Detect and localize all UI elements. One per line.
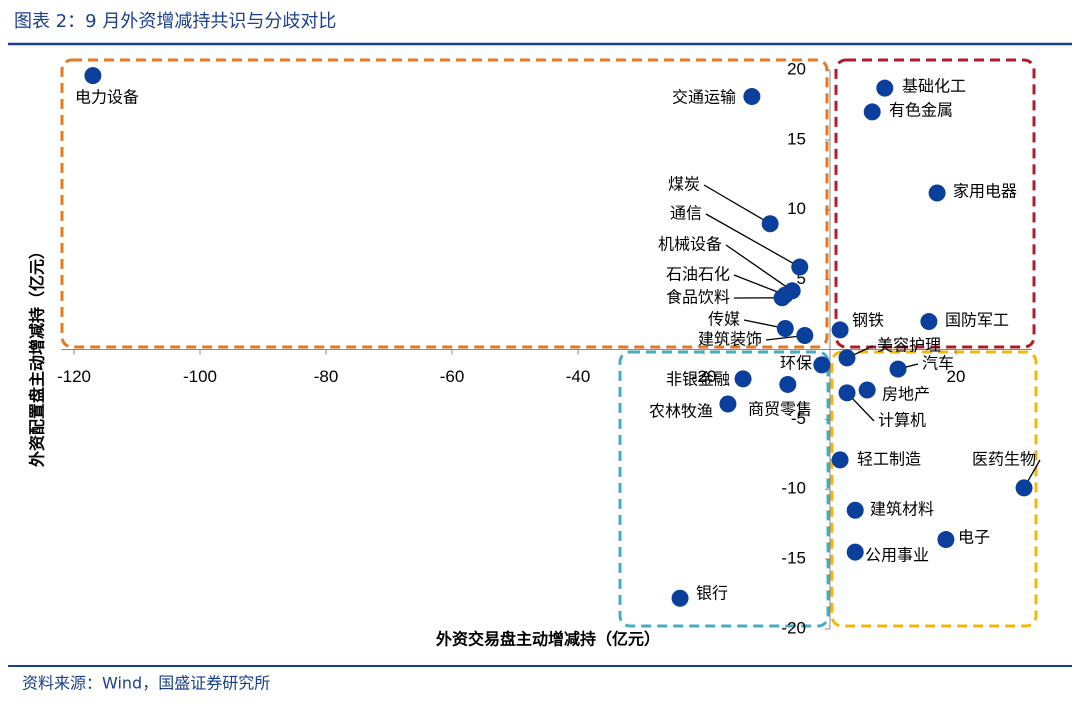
- point-label: 国防军工: [945, 311, 1009, 330]
- point: [937, 531, 955, 549]
- zone-box: [834, 58, 1036, 349]
- zone-box: [830, 350, 1038, 628]
- point-label: 汽车: [922, 354, 954, 373]
- point: [928, 184, 946, 202]
- point: [1015, 479, 1033, 497]
- point: [831, 321, 849, 339]
- point: [761, 215, 779, 233]
- point: [84, 67, 102, 85]
- point-label: 轻工制造: [857, 450, 921, 469]
- point-label: 机械设备: [658, 235, 722, 254]
- point: [889, 360, 907, 378]
- point: [791, 258, 809, 276]
- point-label: 基础化工: [902, 77, 966, 96]
- y-tick-label: 20: [787, 59, 806, 78]
- point-label: 通信: [670, 204, 702, 223]
- point: [846, 501, 864, 519]
- x-tick-label: 20: [947, 367, 966, 386]
- point-label: 环保: [780, 354, 812, 373]
- point-label: 食品饮料: [666, 288, 730, 307]
- y-tick-label: -10: [781, 479, 806, 498]
- x-tick-label: -60: [440, 367, 465, 386]
- point: [796, 327, 814, 345]
- y-axis-label: 外资配置盘主动增减持（亿元）: [28, 243, 47, 468]
- y-tick-label: -15: [781, 549, 806, 568]
- point-label: 交通运输: [672, 88, 736, 107]
- zone-box: [60, 58, 829, 349]
- point-label: 美容护理: [877, 336, 941, 355]
- point-label: 房地产: [882, 385, 930, 404]
- point: [876, 79, 894, 97]
- chart-title: 图表 2：9 月外资增减持共识与分歧对比: [14, 11, 336, 32]
- y-tick-label: -20: [781, 618, 806, 637]
- point-label: 非银金融: [666, 370, 730, 389]
- x-tick-label: -120: [57, 367, 91, 386]
- leader-line: [703, 184, 771, 225]
- point-label: 公用事业: [865, 546, 929, 565]
- point-label: 电子: [958, 528, 990, 547]
- point: [838, 384, 856, 402]
- point: [776, 320, 794, 338]
- point-label: 农林牧渔: [649, 402, 713, 421]
- point: [743, 88, 761, 106]
- point: [858, 381, 876, 399]
- point: [838, 349, 856, 367]
- x-axis-label: 外资交易盘主动增减持（亿元）: [435, 630, 660, 649]
- point-label: 家用电器: [953, 182, 1017, 201]
- point: [846, 543, 864, 561]
- x-tick-label: -80: [314, 367, 339, 386]
- point: [671, 589, 689, 607]
- y-tick-label: -5: [791, 409, 806, 428]
- point-label: 煤炭: [668, 175, 700, 194]
- point: [863, 103, 881, 121]
- point-label: 钢铁: [852, 311, 884, 330]
- point-label: 有色金属: [889, 101, 953, 120]
- point-label: 电力设备: [75, 88, 139, 107]
- source: 资料来源：Wind，国盛证券研究所: [22, 674, 270, 693]
- zone-box: [618, 350, 830, 628]
- point: [734, 370, 752, 388]
- point-label: 建筑材料: [870, 500, 934, 519]
- point-label: 医药生物: [972, 450, 1036, 469]
- point: [719, 395, 737, 413]
- point-label: 石油石化: [666, 265, 730, 284]
- x-tick-label: -40: [566, 367, 591, 386]
- point: [779, 375, 797, 393]
- leader-line: [705, 213, 801, 268]
- point: [920, 313, 938, 331]
- point-label: 商贸零售: [748, 400, 812, 419]
- point: [813, 356, 831, 374]
- x-tick-label: -20: [692, 367, 717, 386]
- y-tick-label: 10: [787, 199, 806, 218]
- point: [773, 289, 791, 307]
- point: [831, 451, 849, 469]
- leader-line: [725, 244, 793, 292]
- x-tick-label: -100: [183, 367, 217, 386]
- y-tick-label: 15: [787, 129, 806, 148]
- point-label: 银行: [696, 584, 728, 603]
- y-tick-label: 5: [797, 269, 806, 288]
- point-label: 建筑装饰: [698, 330, 762, 349]
- point-label: 传媒: [708, 310, 740, 329]
- point-label: 计算机: [878, 411, 926, 430]
